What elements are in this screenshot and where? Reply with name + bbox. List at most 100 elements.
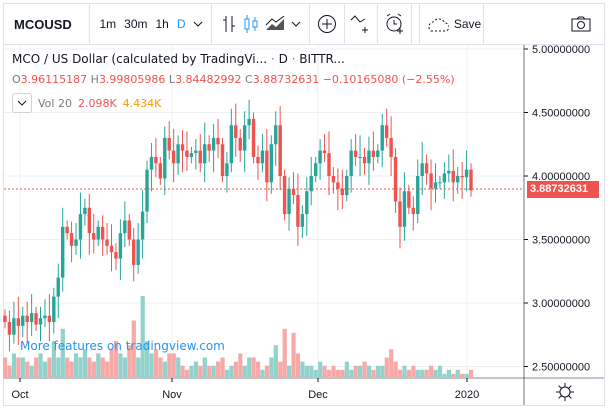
- candle-body: [123, 220, 127, 234]
- area-chart-icon[interactable]: [265, 16, 285, 32]
- volume-bar: [251, 357, 256, 378]
- candle-body: [300, 214, 305, 227]
- chevron-down-icon: [17, 100, 27, 106]
- candle-body: [353, 150, 358, 157]
- volume-bar: [340, 369, 345, 378]
- candle-body: [411, 207, 416, 215]
- volume-bar: [127, 345, 132, 378]
- volume-bar: [389, 349, 394, 378]
- volume-bar: [198, 365, 203, 378]
- compare-icon[interactable]: [350, 14, 372, 34]
- volume-bar: [25, 361, 30, 378]
- volume-bar: [380, 365, 385, 378]
- price-tick-label: 4.50000000: [532, 108, 590, 120]
- volume-bar: [469, 369, 474, 378]
- candle-body: [83, 207, 87, 215]
- volume-bar: [149, 353, 154, 378]
- chart-frame: [3, 3, 605, 406]
- volume-bar: [278, 361, 283, 378]
- camera-icon[interactable]: [571, 16, 591, 32]
- candle-body: [171, 150, 176, 164]
- add-indicator-icon[interactable]: [317, 14, 337, 34]
- legend-sep: ·: [291, 52, 296, 66]
- tradingview-promo-link[interactable]: More features on tradingview.com: [20, 339, 225, 353]
- candle-body: [393, 156, 398, 202]
- series-legend: MCO / US Dollar (calculated by TradingVi…: [12, 52, 345, 66]
- volume-bar: [7, 365, 12, 378]
- candle-body: [96, 226, 100, 240]
- interval-1m[interactable]: 1m: [99, 17, 117, 31]
- candle-body: [274, 125, 278, 145]
- candle-body: [451, 170, 455, 183]
- candle-body: [278, 125, 282, 176]
- volume-bar: [460, 373, 465, 378]
- interval-30m[interactable]: 30m: [124, 17, 148, 31]
- candle-body: [296, 195, 300, 227]
- candle-body: [433, 182, 438, 189]
- candle-body: [38, 318, 43, 325]
- candle-body: [367, 150, 371, 164]
- interval-1h[interactable]: 1h: [155, 17, 169, 31]
- volume-bar: [136, 357, 141, 378]
- candle-body: [198, 150, 202, 164]
- chevron-down-icon[interactable]: [193, 21, 203, 27]
- volume-bar: [171, 353, 176, 378]
- candle-body: [60, 226, 65, 278]
- candle-body: [371, 150, 376, 157]
- symbol-search[interactable]: MCOUSD: [4, 4, 90, 44]
- candle-body: [234, 125, 238, 138]
- candle-body: [92, 233, 96, 240]
- candle-body: [78, 214, 83, 240]
- volume-bar: [322, 365, 327, 378]
- chevron-down-icon[interactable]: [291, 21, 301, 27]
- volume-bar: [415, 369, 420, 378]
- legend-exchange: BITTR...: [299, 52, 345, 66]
- volume-bar: [122, 357, 128, 378]
- candle-body: [358, 156, 362, 158]
- candle-body: [287, 188, 291, 215]
- time-tick-label: Oct: [11, 389, 28, 401]
- volume-bar: [87, 357, 92, 378]
- volume-bar: [82, 349, 88, 378]
- candle-body: [309, 176, 313, 192]
- candle-body: [420, 163, 424, 176]
- volume-bar: [464, 373, 469, 378]
- candle-body: [376, 150, 380, 157]
- candle-body: [460, 176, 464, 178]
- candle-body: [380, 125, 384, 151]
- volume-bar: [207, 365, 212, 378]
- candle-body: [389, 137, 393, 157]
- volume-bar: [287, 365, 292, 378]
- volume-bar: [349, 369, 354, 378]
- candle-body: [29, 313, 34, 323]
- candle-body: [163, 137, 167, 179]
- candle-body: [251, 118, 256, 157]
- candle-body: [211, 137, 216, 151]
- candles-icon[interactable]: [243, 14, 259, 34]
- candle-body: [74, 239, 78, 246]
- candle-body: [203, 144, 207, 164]
- volume-bar: [446, 369, 452, 378]
- collapse-legend-button[interactable]: [12, 93, 32, 113]
- save-button[interactable]: Save: [453, 17, 482, 31]
- bar-chart-icon[interactable]: [221, 14, 237, 34]
- settings-gear-icon[interactable]: [555, 382, 575, 406]
- volume-bar: [291, 332, 296, 378]
- volume-bar: [167, 353, 172, 378]
- last-price-label: 3.88732631: [527, 181, 599, 198]
- volume-bar: [65, 357, 70, 378]
- volume-bar: [429, 365, 434, 378]
- cloud-icon[interactable]: [425, 16, 449, 32]
- volume-bar: [211, 365, 216, 378]
- volume-bar: [51, 341, 57, 378]
- volume-bar: [96, 353, 101, 378]
- candle-body: [362, 156, 367, 164]
- volume-bar: [247, 357, 252, 378]
- alert-icon[interactable]: [384, 13, 406, 35]
- volume-bar: [358, 365, 363, 378]
- save-group: Save: [420, 4, 484, 44]
- candle-body: [447, 170, 451, 174]
- candle-body: [265, 150, 269, 183]
- interval-d[interactable]: D: [176, 17, 186, 31]
